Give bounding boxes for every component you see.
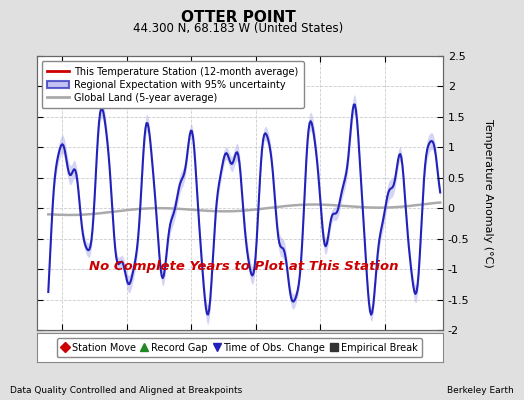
Text: Data Quality Controlled and Aligned at Breakpoints: Data Quality Controlled and Aligned at B… — [10, 386, 243, 395]
Text: No Complete Years to Plot at This Station: No Complete Years to Plot at This Statio… — [90, 260, 399, 273]
Text: OTTER POINT: OTTER POINT — [181, 10, 296, 25]
Legend: Station Move, Record Gap, Time of Obs. Change, Empirical Break: Station Move, Record Gap, Time of Obs. C… — [57, 338, 422, 358]
Text: 44.300 N, 68.183 W (United States): 44.300 N, 68.183 W (United States) — [133, 22, 344, 35]
Y-axis label: Temperature Anomaly (°C): Temperature Anomaly (°C) — [483, 119, 493, 267]
Text: Berkeley Earth: Berkeley Earth — [447, 386, 514, 395]
Legend: This Temperature Station (12-month average), Regional Expectation with 95% uncer: This Temperature Station (12-month avera… — [41, 61, 304, 108]
